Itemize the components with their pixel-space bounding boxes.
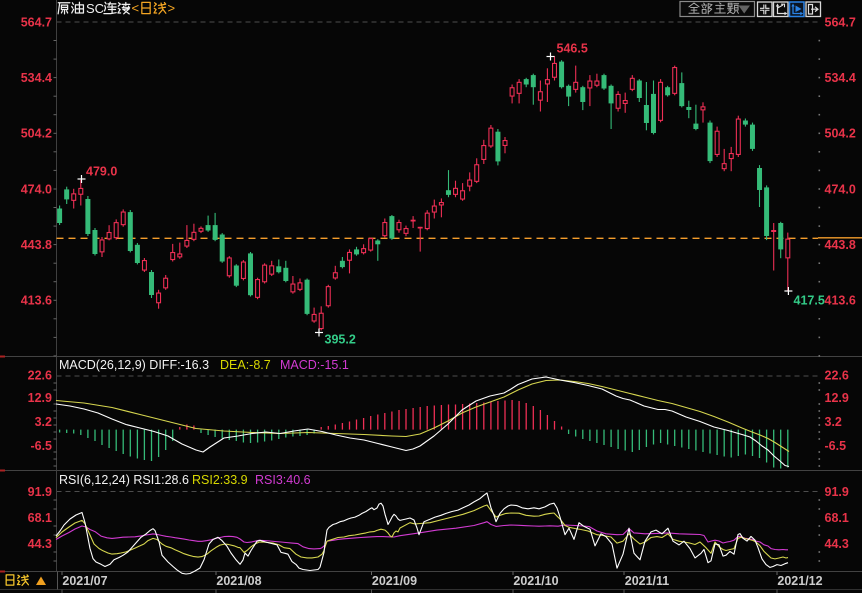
svg-text:564.7: 564.7: [825, 15, 856, 29]
svg-text:474.0: 474.0: [21, 182, 52, 196]
svg-text:413.6: 413.6: [825, 293, 856, 307]
svg-text:534.4: 534.4: [825, 71, 856, 85]
svg-text:2021/08: 2021/08: [216, 574, 261, 588]
svg-text:>: >: [168, 1, 176, 16]
svg-text:91.9: 91.9: [28, 485, 52, 499]
svg-text:44.3: 44.3: [28, 537, 52, 551]
svg-text:564.7: 564.7: [21, 15, 52, 29]
svg-text:DEA:-8.7: DEA:-8.7: [220, 358, 271, 372]
svg-text:-6.5: -6.5: [825, 439, 847, 453]
svg-text:395.2: 395.2: [325, 333, 356, 347]
svg-text:417.5: 417.5: [794, 294, 825, 308]
svg-text:22.6: 22.6: [28, 368, 52, 382]
svg-text:91.9: 91.9: [825, 485, 849, 499]
svg-text:2021/11: 2021/11: [625, 574, 670, 588]
svg-text:2021/12: 2021/12: [777, 574, 822, 588]
svg-text:3.2: 3.2: [35, 415, 52, 429]
svg-text:2021/07: 2021/07: [62, 574, 107, 588]
svg-text:SC: SC: [86, 1, 104, 16]
svg-text:504.2: 504.2: [825, 126, 856, 140]
svg-text:413.6: 413.6: [21, 293, 52, 307]
svg-text:RSI(6,12,24) RSI1:28.6: RSI(6,12,24) RSI1:28.6: [59, 473, 189, 487]
svg-text:2021/09: 2021/09: [372, 574, 417, 588]
svg-text:44.3: 44.3: [825, 537, 849, 551]
svg-text:546.5: 546.5: [557, 42, 588, 56]
svg-text:474.0: 474.0: [825, 182, 856, 196]
svg-text:RSI3:40.6: RSI3:40.6: [255, 473, 311, 487]
svg-text:12.9: 12.9: [825, 391, 849, 405]
svg-text:534.4: 534.4: [21, 71, 52, 85]
svg-text:<: <: [132, 1, 140, 16]
svg-text:-6.5: -6.5: [30, 439, 52, 453]
svg-text:MACD(26,12,9) DIFF:-16.3: MACD(26,12,9) DIFF:-16.3: [59, 358, 209, 372]
svg-text:68.1: 68.1: [28, 511, 52, 525]
svg-text:68.1: 68.1: [825, 511, 849, 525]
svg-text:22.6: 22.6: [825, 368, 849, 382]
svg-text:3.2: 3.2: [825, 415, 842, 429]
svg-text:443.8: 443.8: [825, 238, 856, 252]
svg-text:RSI2:33.9: RSI2:33.9: [192, 473, 248, 487]
svg-text:MACD:-15.1: MACD:-15.1: [280, 358, 349, 372]
svg-text:504.2: 504.2: [21, 126, 52, 140]
svg-text:479.0: 479.0: [86, 165, 117, 179]
svg-text:12.9: 12.9: [28, 391, 52, 405]
svg-text:2021/10: 2021/10: [513, 574, 558, 588]
svg-text:443.8: 443.8: [21, 238, 52, 252]
